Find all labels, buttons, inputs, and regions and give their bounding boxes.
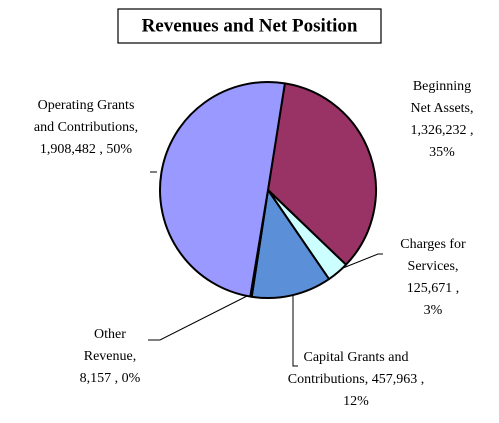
- pie-slice: [267, 82, 377, 266]
- slice-label: Capital Grants and: [304, 350, 409, 365]
- slice-label: 125,671 ,: [407, 281, 460, 296]
- slice-label: 1,908,482 , 50%: [40, 142, 133, 157]
- slice-label: 8,157 , 0%: [80, 371, 141, 386]
- slice-label: Net Assets,: [411, 101, 474, 116]
- slice-label: Beginning: [413, 79, 471, 94]
- slice-label: Contributions, 457,963 ,: [288, 372, 425, 387]
- slice-label: Other: [94, 327, 126, 342]
- slice-label: Operating Grants: [38, 98, 135, 113]
- title-box: [117, 8, 382, 44]
- slice-label: Revenue,: [84, 349, 136, 364]
- pie-slice: [250, 189, 331, 299]
- chart-title: Revenues and Net Position: [142, 15, 358, 36]
- slice-label: 12%: [343, 394, 369, 409]
- leader-line: [148, 293, 252, 341]
- slice-label: 35%: [429, 145, 455, 160]
- leader-line: [292, 290, 298, 367]
- slice-label: Services,: [408, 259, 459, 274]
- leader-line: [342, 253, 383, 269]
- slice-label: Charges for: [400, 237, 466, 252]
- slice-label: 1,326,232 ,: [411, 123, 474, 138]
- slice-label: and Contributions,: [34, 120, 138, 135]
- slice-label: 3%: [424, 303, 443, 318]
- pie-slice: [158, 80, 286, 298]
